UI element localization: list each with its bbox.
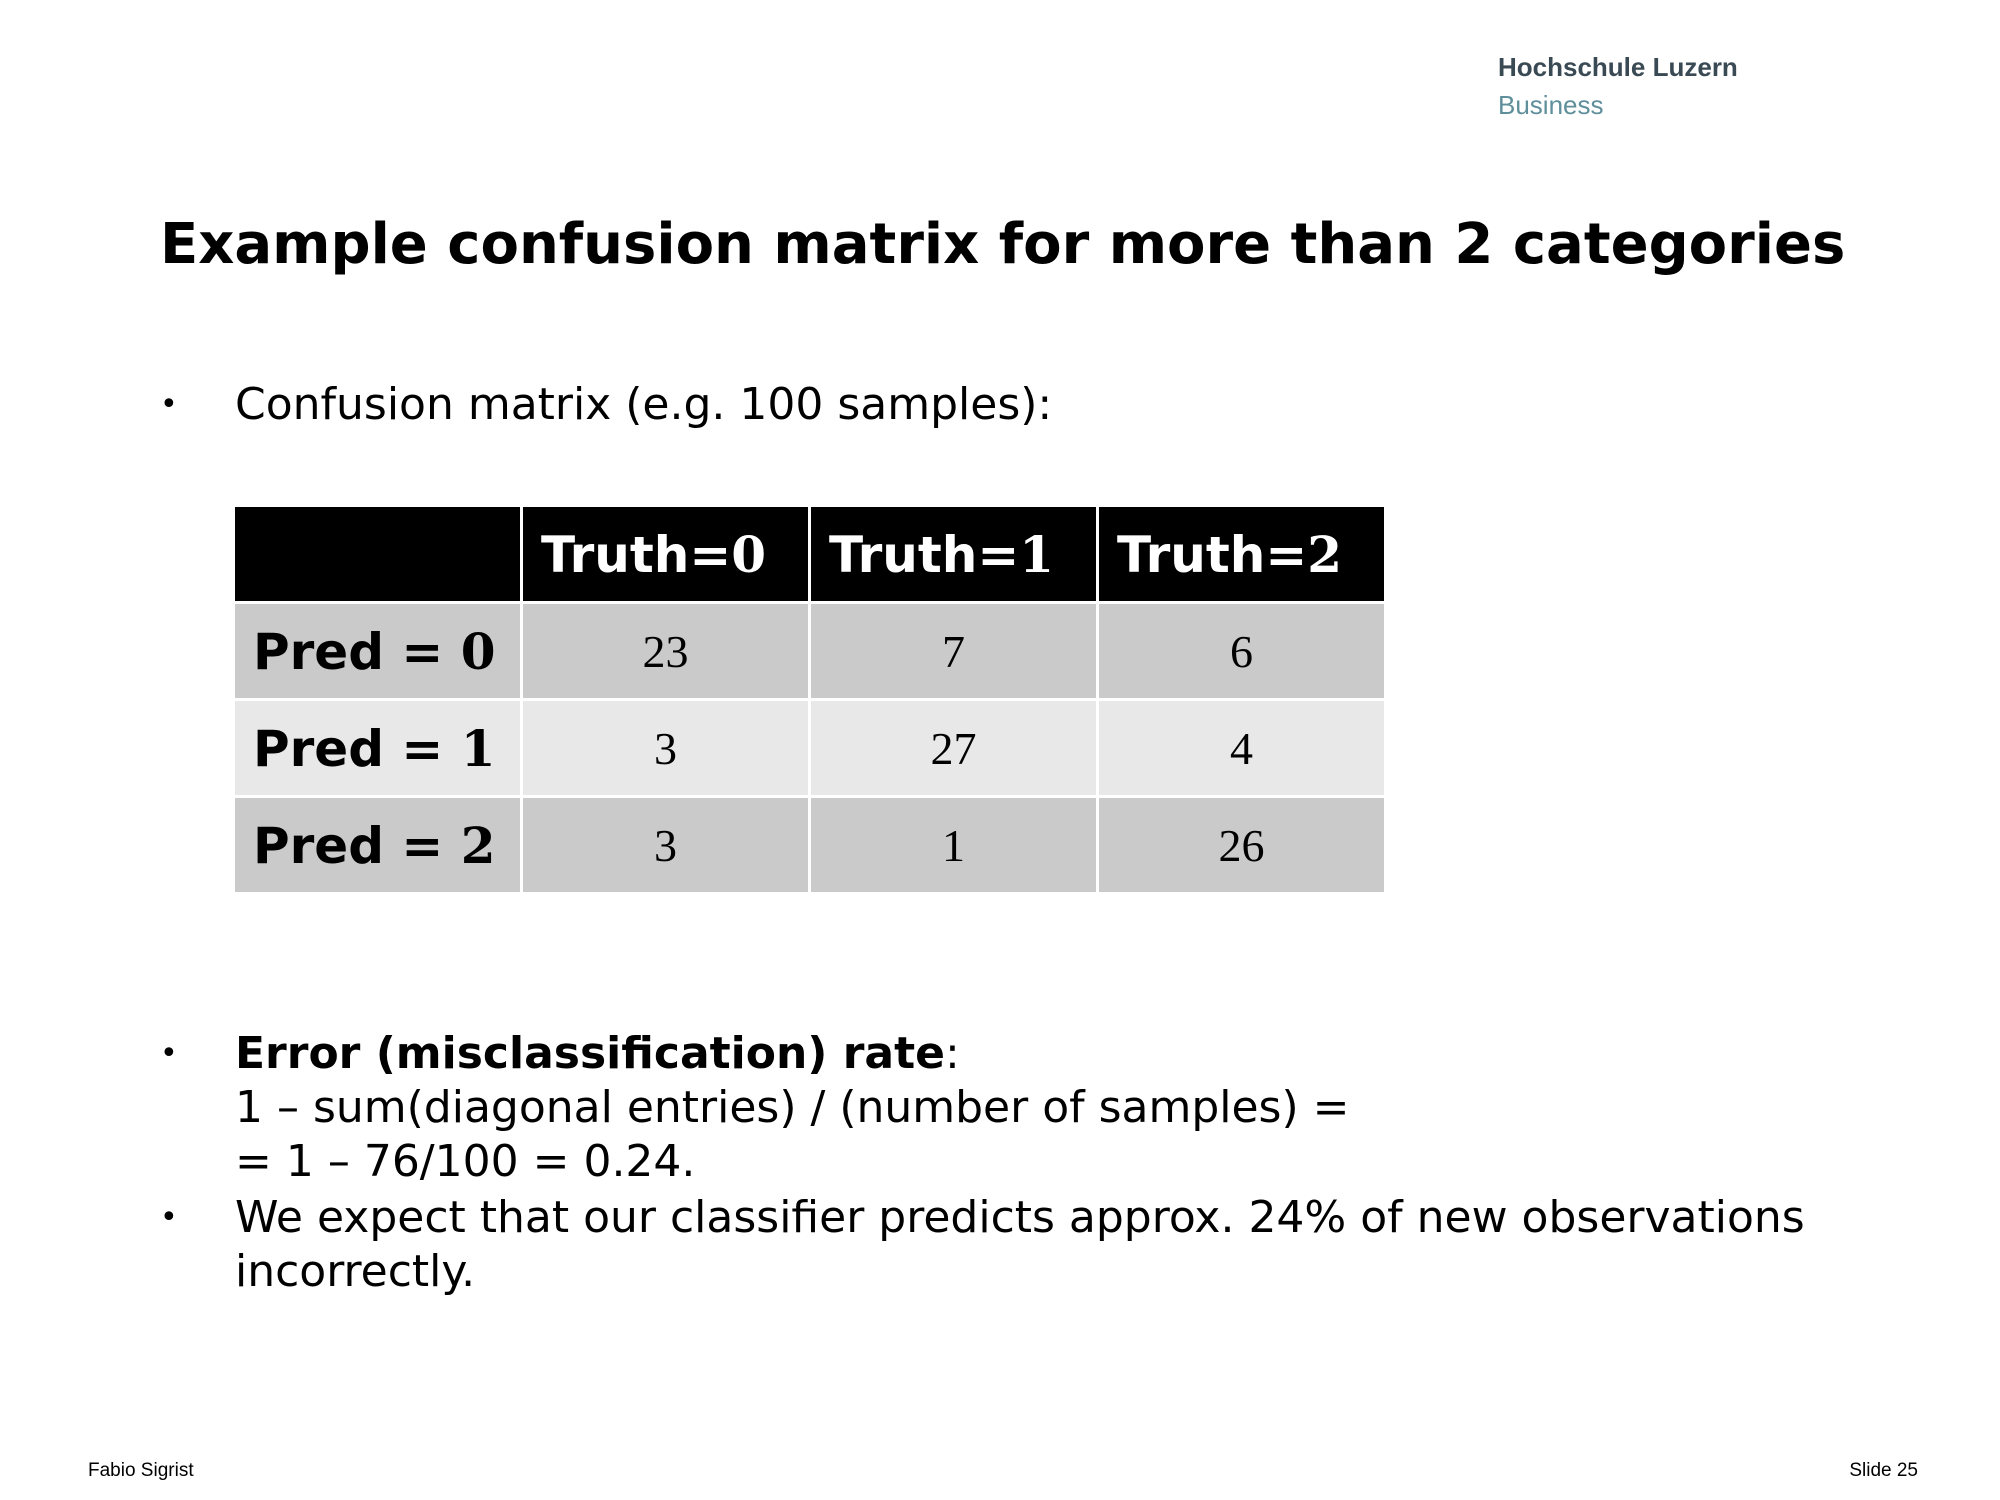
matrix-cell: 27 [808,698,1099,798]
error-rate-term: Error (misclassification) rate [235,1028,945,1079]
column-header-number: 2 [1307,524,1343,584]
column-header: Truth=1 [808,504,1099,604]
bullet-text: Confusion matrix (e.g. 100 samples): [235,379,1053,430]
column-header: Truth=0 [520,504,811,604]
column-header-prefix: Truth= [829,525,1020,584]
confusion-matrix-table: Truth=0 Truth=1 Truth=2 Pred = 0 23 7 6 … [232,504,1387,895]
slide-title: Example confusion matrix for more than 2… [160,212,1846,277]
bullet-dot: • [160,387,178,422]
bullet-text: We expect that our classifier predicts a… [235,1192,1805,1297]
matrix-cell: 4 [1096,698,1387,798]
column-header-prefix: Truth= [1117,525,1308,584]
matrix-cell: 23 [520,601,811,701]
logo-line-institution: Hochschule Luzern [1498,52,1738,82]
matrix-cell: 3 [520,698,811,798]
table-row: Pred = 1 3 27 4 [232,698,1387,798]
bullet-dot: • [160,1036,178,1071]
row-header: Pred = 2 [232,795,523,895]
corner-cell [232,504,523,604]
row-header-prefix: Pred = [253,719,461,778]
error-rate-colon: : [945,1028,960,1079]
logo-line-department: Business [1498,90,1604,120]
footer-author: Fabio Sigrist [88,1460,194,1481]
matrix-cell: 1 [808,795,1099,895]
column-header-prefix: Truth= [541,525,732,584]
row-header: Pred = 1 [232,698,523,798]
row-header: Pred = 0 [232,601,523,701]
error-result-line: = 1 – 76/100 = 0.24. [235,1136,696,1187]
bullet-dot: • [160,1200,178,1235]
bullet-confusion-matrix: • Confusion matrix (e.g. 100 samples): [160,378,1052,432]
error-formula-line: 1 – sum(diagonal entries) / (number of s… [235,1082,1350,1133]
table-header-row: Truth=0 Truth=1 Truth=2 [232,504,1387,604]
row-header-prefix: Pred = [253,622,461,681]
table-row: Pred = 2 3 1 26 [232,795,1387,895]
institution-logo: Hochschule Luzern Business [1498,48,1738,124]
table-row: Pred = 0 23 7 6 [232,601,1387,701]
footer-slide-number: Slide 25 [1849,1460,1918,1481]
row-header-number: 0 [460,621,496,681]
matrix-cell: 26 [1096,795,1387,895]
row-header-number: 1 [460,718,496,778]
column-header-number: 0 [731,524,767,584]
row-header-prefix: Pred = [253,816,461,875]
matrix-cell: 6 [1096,601,1387,701]
bullet-expectation: • We expect that our classifier predicts… [160,1191,1935,1299]
column-header: Truth=2 [1096,504,1387,604]
column-header-number: 1 [1019,524,1055,584]
bullet-error-rate: • Error (misclassification) rate: 1 – su… [160,1027,1350,1189]
matrix-cell: 3 [520,795,811,895]
matrix-cell: 7 [808,601,1099,701]
bullet-text: Error (misclassification) rate: 1 – sum(… [235,1027,1350,1189]
row-header-number: 2 [460,815,496,875]
